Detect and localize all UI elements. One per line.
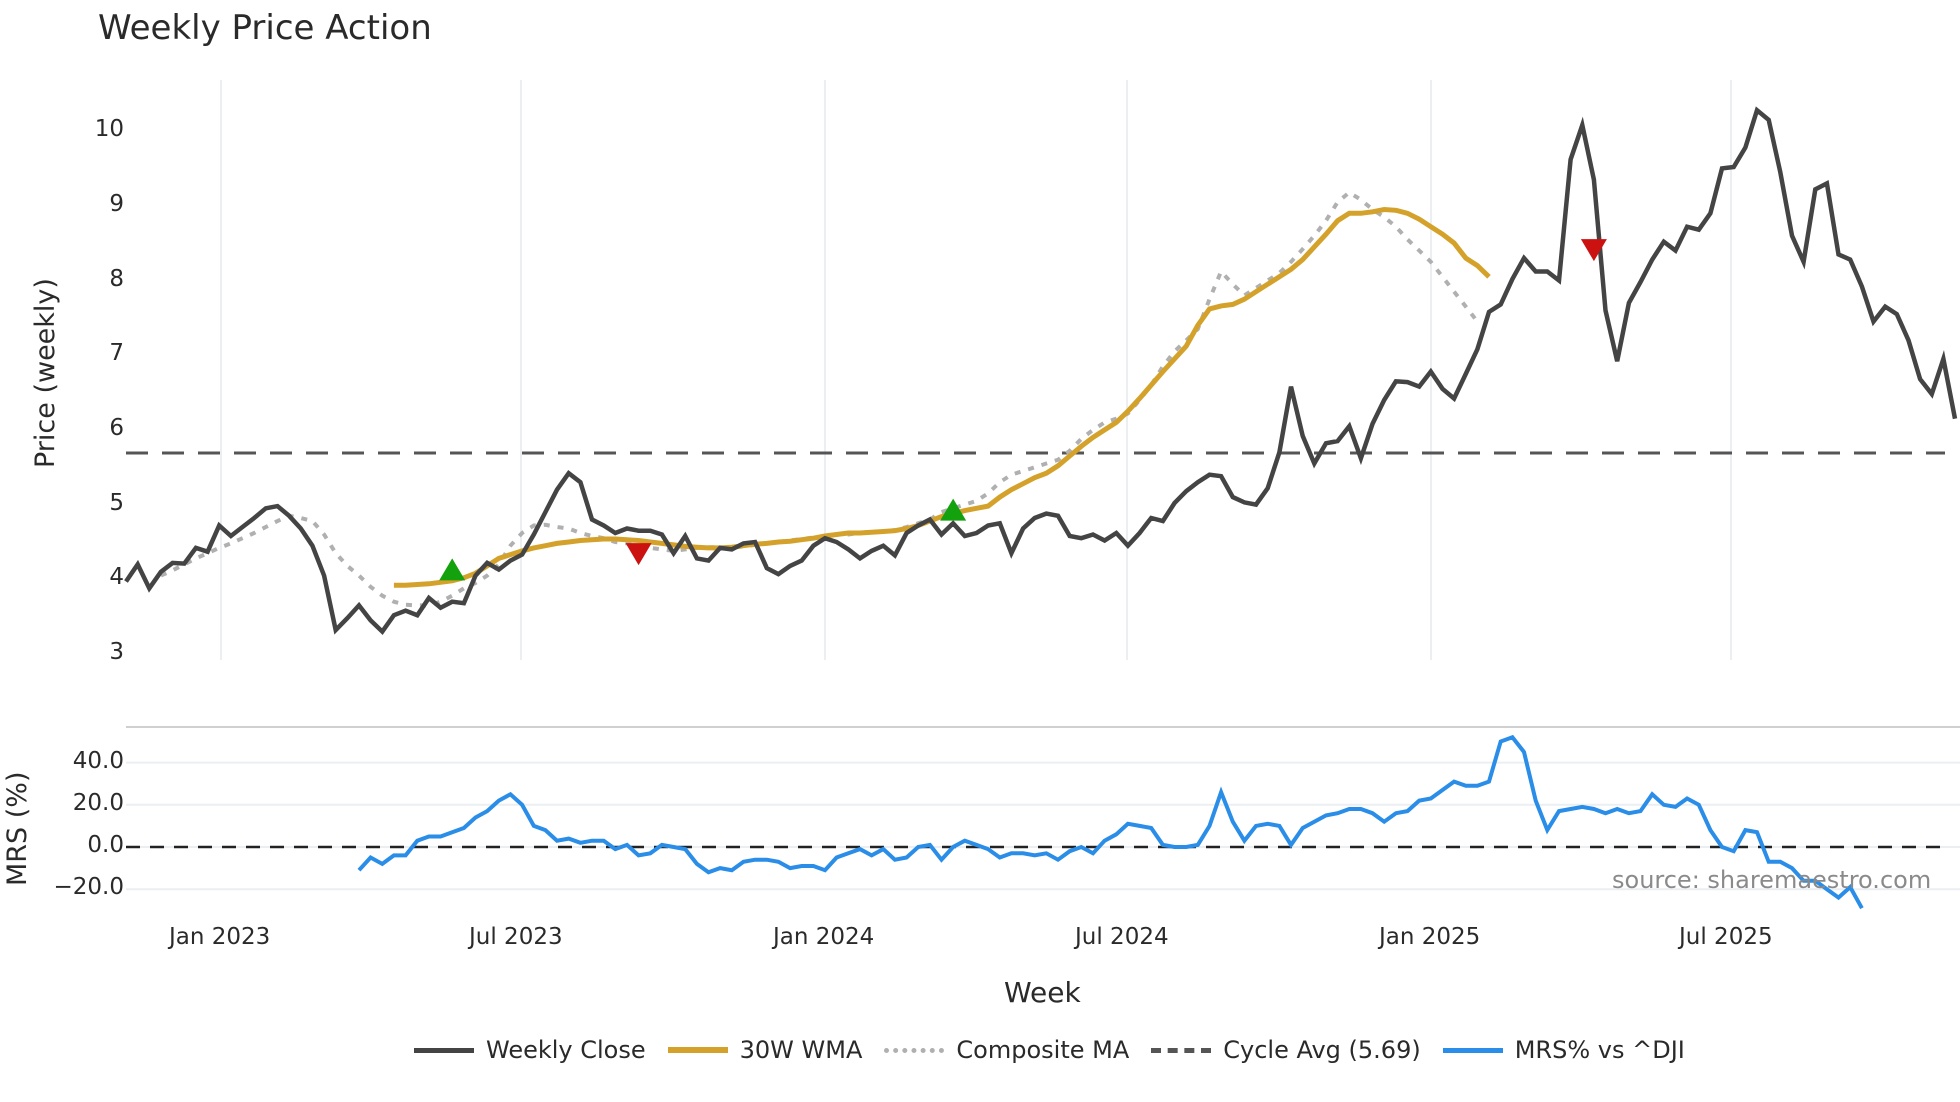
x-tick-label: Jan 2023 (169, 924, 271, 950)
mrs-tick-label: −20.0 (53, 874, 124, 901)
x-tick-label: Jan 2025 (1379, 924, 1481, 950)
sell-signal-icon (625, 543, 652, 566)
grid-lines (220, 80, 1732, 660)
legend-label: 30W WMA (739, 1036, 863, 1064)
mrs-tick-label: 40.0 (72, 747, 124, 774)
legend-label: MRS% vs ^DJI (1514, 1036, 1685, 1064)
legend-item-mrs[interactable]: MRS% vs ^DJI (1442, 1036, 1685, 1064)
x-tick-label: Jan 2024 (773, 924, 875, 950)
legend-swatch (667, 1047, 728, 1053)
legend-swatch (414, 1047, 474, 1053)
buy-signal-icon (439, 558, 466, 581)
x-tick-label: Jul 2024 (1075, 924, 1169, 950)
price-tick-label: 4 (109, 564, 124, 591)
x-tick-label: Jul 2025 (1679, 924, 1773, 950)
legend-item-cycle-avg[interactable]: Cycle Avg (5.69) (1151, 1036, 1421, 1064)
legend-swatch (1151, 1047, 1212, 1053)
weekly-close-line (124, 106, 1958, 636)
mrs-line (357, 734, 1864, 910)
legend-label: Weekly Close (486, 1036, 646, 1064)
price-tick-label: 8 (109, 265, 124, 292)
chart-title: Weekly Price Action (98, 8, 432, 48)
price-tick-label: 10 (94, 116, 124, 143)
wma-line (393, 206, 1491, 588)
price-axis-label: Price (weekly) (30, 278, 61, 468)
composite-ma-line (160, 189, 1479, 608)
legend-item-composite-ma[interactable]: Composite MA (884, 1036, 1129, 1064)
legend: Weekly Close 30W WMA Composite MA Cycle … (414, 1036, 1707, 1064)
price-tick-label: 6 (109, 414, 124, 441)
x-axis-label: Week (1004, 976, 1081, 1009)
mrs-axis-label: MRS (%) (2, 771, 33, 887)
price-tick-label: 5 (109, 489, 124, 516)
mrs-tick-label: 0.0 (87, 832, 124, 858)
legend-swatch (884, 1047, 945, 1053)
legend-label: Cycle Avg (5.69) (1223, 1036, 1421, 1064)
legend-item-weekly-close[interactable]: Weekly Close (414, 1036, 646, 1064)
legend-item-wma[interactable]: 30W WMA (667, 1036, 863, 1064)
signal-markers (439, 239, 1607, 581)
sell-signal-icon (1580, 239, 1607, 262)
mrs-tick-label: 20.0 (72, 789, 124, 816)
buy-signal-icon (940, 498, 967, 521)
source-credit: source: sharemaestro.com (1612, 866, 1932, 894)
price-tick-label: 7 (109, 340, 124, 367)
price-tick-label: 9 (109, 190, 124, 217)
x-tick-label: Jul 2023 (469, 924, 563, 950)
price-tick-label: 3 (109, 639, 124, 665)
legend-swatch (1442, 1047, 1503, 1053)
legend-label: Composite MA (956, 1036, 1130, 1064)
